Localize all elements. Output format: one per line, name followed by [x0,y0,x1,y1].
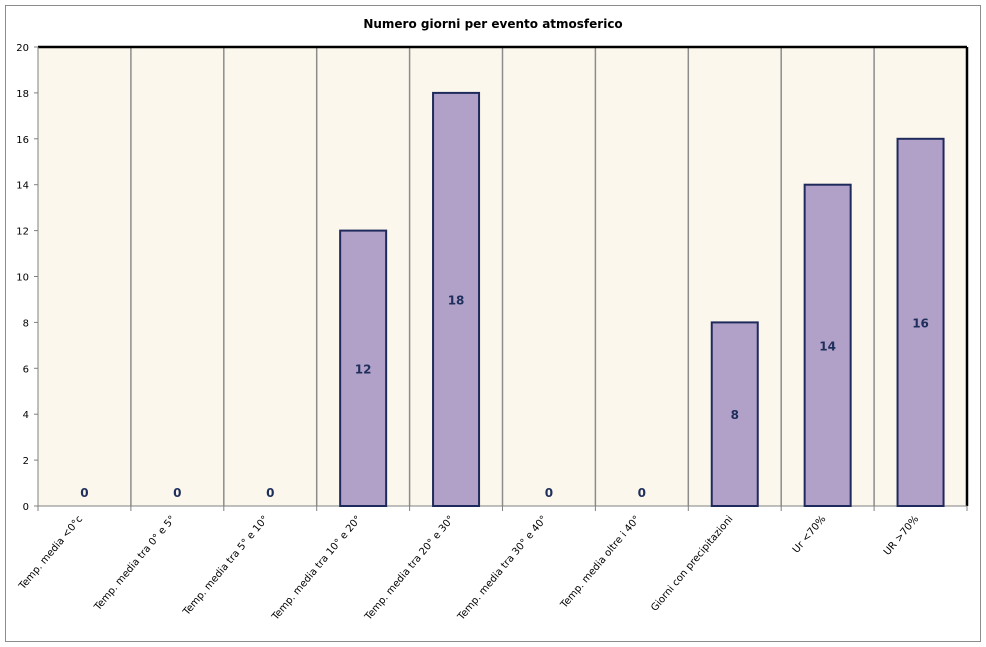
bar [339,229,388,507]
category-label: Temp. media tra 5° e 10° [181,514,271,619]
data-label: 0 [266,486,274,500]
y-tick-label: 6 [23,364,29,375]
data-label: 16 [912,316,929,330]
y-tick-label: 18 [16,89,29,100]
y-tick-label: 4 [23,410,29,421]
bar [432,91,481,508]
y-tick-label: 0 [23,502,29,513]
y-tick-label: 8 [23,318,29,329]
category-label: Temp. media <0°c [17,514,86,593]
category-label: Temp. media tra 0° e 5° [92,514,178,614]
category-label: Ur <70% [791,514,828,556]
bar [896,137,945,508]
y-tick-label: 14 [16,181,29,192]
y-tick-label: 10 [16,273,29,284]
category-label: Temp. media tra 20° e 30° [362,514,456,623]
bar [803,183,852,507]
category-label: UR >70% [882,514,921,558]
data-label: 0 [173,486,181,500]
y-tick-label: 12 [16,227,29,238]
data-label: 8 [731,408,739,422]
category-label: Temp. media tra 10° e 20° [270,514,364,623]
data-label: 0 [80,486,88,500]
category-label: Giorni con precipitazioni [649,514,735,614]
data-label: 0 [545,486,553,500]
category-label: Temp. media oltre i 40° [558,514,642,612]
bar [710,321,759,507]
y-tick-label: 2 [23,456,29,467]
y-tick-label: 16 [16,135,29,146]
y-tick-label: 20 [16,43,29,54]
category-label: Temp. media tra 30° e 40° [455,514,549,623]
chart-title: Numero giorni per evento atmosferico [363,17,622,31]
data-label: 0 [638,486,646,500]
data-label: 14 [819,339,836,353]
data-label: 18 [448,293,465,307]
data-label: 12 [355,362,372,376]
